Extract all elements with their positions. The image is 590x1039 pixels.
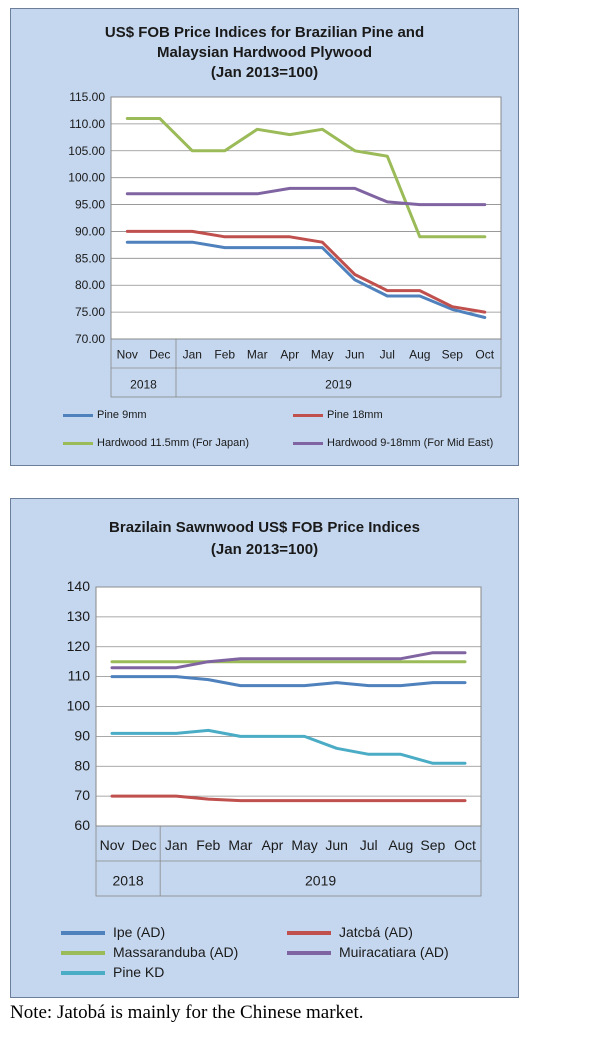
y-tick-label: 105.00 — [68, 144, 105, 158]
legend-item: Hardwood 11.5mm (For Japan) — [63, 437, 249, 449]
x-tick-label: Nov — [100, 837, 125, 853]
x-tick-label: Jun — [345, 348, 364, 362]
year-label: 2018 — [130, 377, 157, 391]
x-tick-label: Sep — [442, 348, 464, 362]
x-tick-label: Aug — [388, 837, 413, 853]
x-tick-label: Aug — [409, 348, 430, 362]
y-tick-label: 80 — [74, 757, 90, 773]
plywood-chart: 70.00 75.00 80.00 85.00 90.00 95.00 100.00 105.… — [68, 90, 502, 398]
year-label: 2019 — [325, 377, 352, 391]
y-tick-label: 110 — [68, 668, 91, 684]
y-tick-label: 140 — [67, 578, 91, 594]
y-tick-label: 100.00 — [68, 171, 105, 185]
x-tick-label: Oct — [475, 348, 494, 362]
y-tick-label: 90 — [74, 727, 90, 743]
y-tick-label: 95.00 — [75, 198, 105, 212]
y-tick-label: 90.00 — [75, 224, 105, 238]
sawnwood-chart: 60 70 80 90 100 110 120 130 140 Nov Dec Jan Feb Mar Ap… — [67, 578, 482, 897]
series-line — [110, 794, 467, 803]
chart-panel-plywood: US$ FOB Price Indices for Brazilian Pine… — [10, 8, 519, 466]
chart-title: Brazilain Sawnwood US$ FOB Price Indices… — [109, 519, 420, 558]
chart-title: US$ FOB Price Indices for Brazilian Pine… — [104, 24, 425, 81]
x-tick-label: Dec — [149, 348, 170, 362]
x-tick-label: Oct — [454, 837, 476, 853]
y-tick-label: 70 — [74, 787, 90, 803]
legend-item: Jatcbá (AD) — [287, 924, 413, 940]
y-tick-label: 110.00 — [69, 117, 105, 131]
y-tick-label: 70.00 — [75, 332, 105, 346]
x-tick-label: Mar — [247, 348, 268, 362]
y-tick-label: 115.00 — [69, 90, 105, 104]
legend-item: Muiracatiara (AD) — [287, 944, 449, 960]
x-tick-label: Jul — [380, 348, 395, 362]
year-label: 2018 — [113, 873, 144, 889]
x-tick-label: Feb — [196, 837, 220, 853]
x-tick-label: May — [311, 348, 334, 362]
chart-panel-sawnwood: Brazilain Sawnwood US$ FOB Price Indices… — [10, 498, 519, 998]
legend-item: Pine 9mm — [63, 409, 147, 421]
series-line — [110, 651, 467, 670]
x-tick-label: Jan — [165, 837, 188, 853]
y-tick-label: 75.00 — [75, 305, 105, 319]
x-tick-label: Feb — [214, 348, 235, 362]
x-tick-label: Apr — [262, 837, 284, 853]
x-tick-label: Jan — [183, 348, 202, 362]
legend-item: Ipe (AD) — [61, 924, 165, 940]
x-tick-label: Jun — [325, 837, 348, 853]
series-line — [125, 186, 487, 207]
legend-item: Pine KD — [61, 964, 164, 980]
x-tick-label: Apr — [280, 348, 299, 362]
y-tick-label: 100 — [67, 698, 91, 714]
x-tick-label: Mar — [228, 837, 252, 853]
series-line — [125, 229, 487, 314]
x-tick-label: Jul — [360, 837, 378, 853]
legend-item: Massaranduba (AD) — [61, 944, 238, 960]
legend-item: Pine 18mm — [293, 409, 383, 421]
y-tick-label: 80.00 — [75, 278, 105, 292]
y-tick-label: 60 — [74, 817, 90, 833]
legend-item: Hardwood 9-18mm (For Mid East) — [293, 437, 493, 449]
footnote: Note: Jatobá is mainly for the Chinese m… — [10, 1002, 364, 1023]
y-tick-label: 130 — [67, 608, 91, 624]
y-tick-label: 85.00 — [75, 251, 105, 265]
x-tick-label: Dec — [132, 837, 157, 853]
x-tick-label: Sep — [420, 837, 445, 853]
x-tick-label: Nov — [117, 348, 138, 362]
series-line — [110, 728, 467, 765]
series-line — [125, 240, 487, 319]
x-tick-label: May — [291, 837, 317, 853]
year-label: 2019 — [305, 873, 336, 889]
y-tick-label: 120 — [67, 638, 91, 654]
series-line — [110, 675, 467, 688]
series-line — [125, 117, 487, 239]
